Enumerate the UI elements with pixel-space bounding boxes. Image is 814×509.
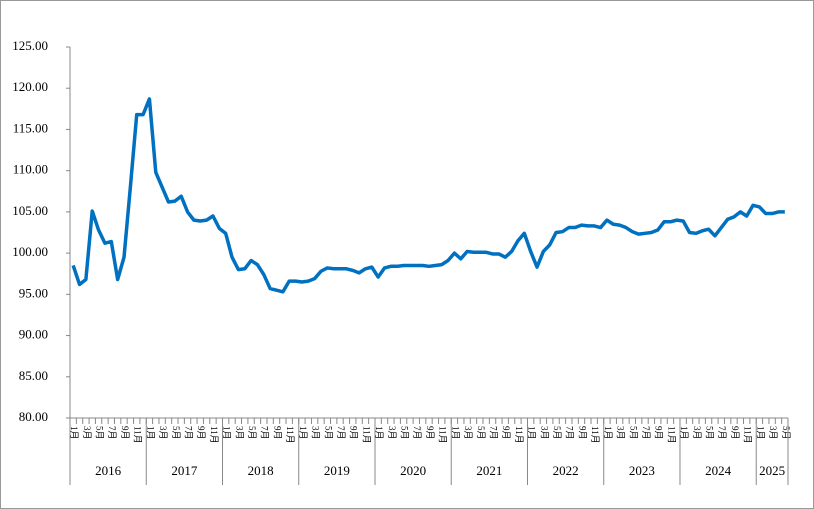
y-tick-label: 80.00 [19,409,48,424]
y-tick-label: 110.00 [13,162,48,177]
x-tick-label: 9月 [654,426,664,440]
x-tick-label: 11月 [209,426,219,444]
x-tick-label: 9月 [730,426,740,440]
x-tick-label: 5月 [95,426,105,440]
x-tick-label: 3月 [234,426,244,440]
year-label: 2020 [400,463,426,478]
x-tick-label: 1月 [374,426,384,440]
x-tick-label: 7月 [107,426,117,440]
x-tick-label: 11月 [743,426,753,444]
x-tick-label: 1月 [755,426,765,440]
x-tick-label: 1月 [450,426,460,440]
year-label: 2021 [476,463,502,478]
x-tick-label: 7月 [717,426,727,440]
x-tick-label: 1月 [145,426,155,440]
year-label: 2022 [553,463,579,478]
x-tick-label: 3月 [539,426,549,440]
x-tick-label: 7月 [488,426,498,440]
x-tick-label: 1月 [603,426,613,440]
x-tick-label: 3月 [158,426,168,440]
x-tick-label: 5月 [781,426,791,440]
x-tick-label: 9月 [577,426,587,440]
year-label: 2018 [248,463,274,478]
x-tick-label: 1月 [69,426,79,440]
x-tick-label: 11月 [438,426,448,444]
x-tick-label: 5月 [476,426,486,440]
y-tick-label: 85.00 [19,368,48,383]
x-tick-label: 7月 [336,426,346,440]
x-tick-label: 3月 [692,426,702,440]
x-tick-label: 5月 [628,426,638,440]
x-tick-label: 7月 [412,426,422,440]
x-tick-label: 5月 [705,426,715,440]
x-tick-label: 9月 [272,426,282,440]
y-tick-label: 125.00 [12,38,48,53]
x-tick-label: 9月 [425,426,435,440]
x-tick-label: 7月 [641,426,651,440]
x-tick-label: 1月 [298,426,308,440]
year-label: 2017 [171,463,198,478]
x-tick-label: 3月 [387,426,397,440]
x-tick-label: 7月 [565,426,575,440]
x-tick-label: 9月 [196,426,206,440]
x-tick-label: 1月 [679,426,689,440]
x-tick-label: 1月 [222,426,232,440]
year-label: 2025 [759,463,785,478]
x-tick-label: 3月 [616,426,626,440]
x-tick-label: 9月 [501,426,511,440]
x-tick-label: 1月 [527,426,537,440]
y-tick-label: 120.00 [12,79,48,94]
x-tick-label: 5月 [171,426,181,440]
x-tick-label: 3月 [82,426,92,440]
x-tick-label: 11月 [285,426,295,444]
x-tick-label: 9月 [120,426,130,440]
y-tick-label: 95.00 [19,285,48,300]
x-tick-label: 11月 [514,426,524,444]
x-tick-label: 11月 [666,426,676,444]
year-label: 2024 [705,463,732,478]
x-tick-label: 5月 [400,426,410,440]
data-line [71,97,785,294]
x-tick-label: 3月 [463,426,473,440]
x-tick-label: 5月 [323,426,333,440]
y-tick-label: 90.00 [19,327,48,342]
y-tick-label: 100.00 [12,244,48,259]
x-tick-label: 7月 [260,426,270,440]
year-label: 2019 [324,463,350,478]
x-tick-label: 11月 [133,426,143,444]
year-label: 2023 [629,463,655,478]
y-tick-label: 115.00 [13,120,48,135]
x-tick-label: 11月 [361,426,371,444]
x-tick-label: 7月 [183,426,193,440]
x-tick-label: 3月 [768,426,778,440]
x-tick-label: 3月 [311,426,321,440]
year-label: 2016 [95,463,122,478]
x-tick-label: 11月 [590,426,600,444]
x-tick-label: 5月 [247,426,257,440]
y-tick-label: 105.00 [12,203,48,218]
x-tick-label: 5月 [552,426,562,440]
x-tick-label: 9月 [349,426,359,440]
